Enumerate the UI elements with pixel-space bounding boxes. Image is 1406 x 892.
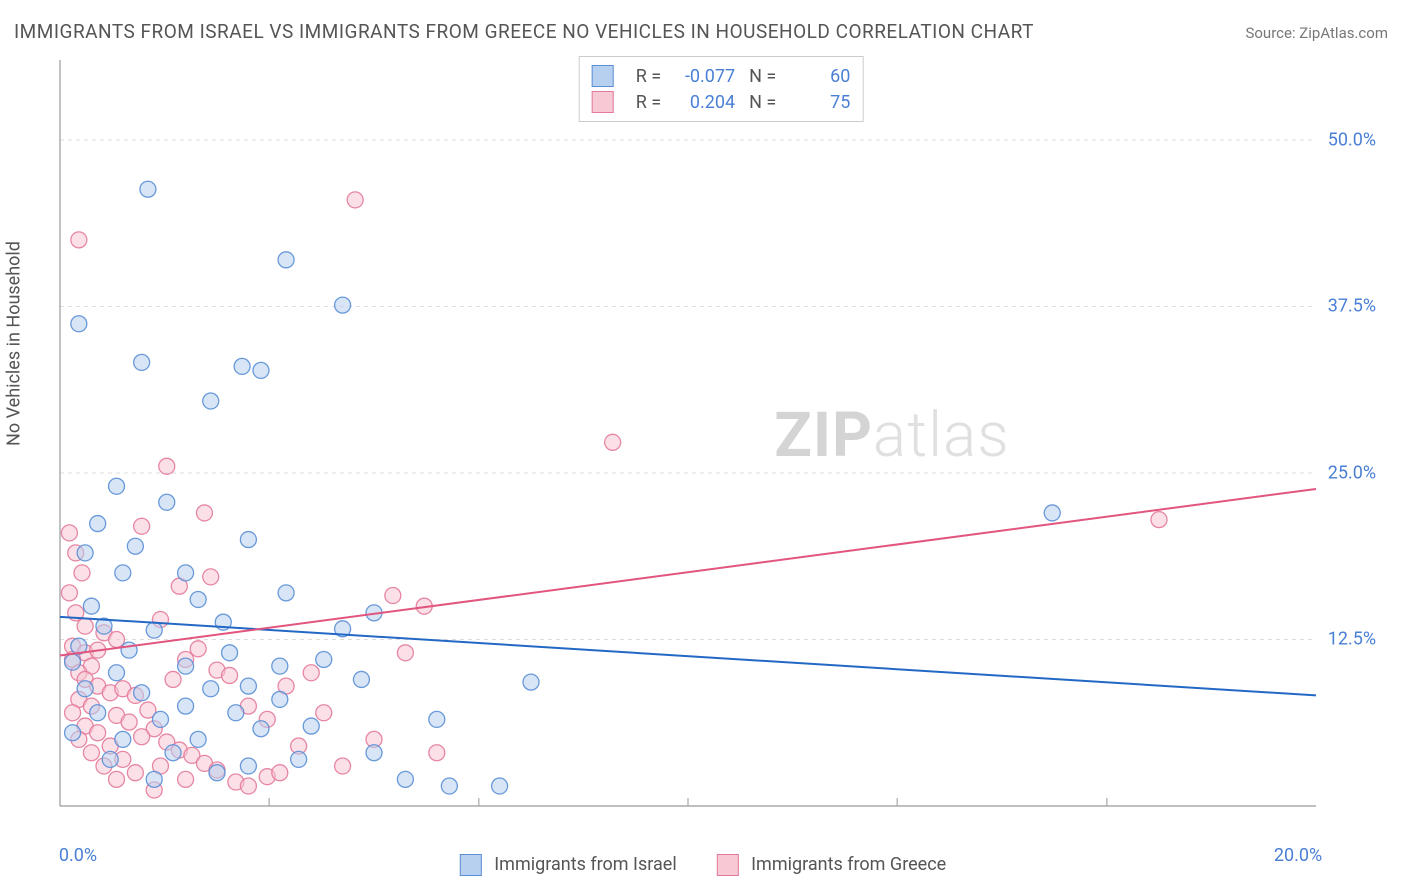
legend-row-israel: R = -0.077 N = 60 xyxy=(592,63,851,89)
swatch-israel xyxy=(592,65,614,87)
legend-label-israel: Immigrants from Israel xyxy=(494,854,676,875)
correlation-legend: R = -0.077 N = 60 R = 0.204 N = 75 xyxy=(579,56,864,122)
legend-label-greece: Immigrants from Greece xyxy=(751,854,946,875)
n-value-greece: 75 xyxy=(790,92,850,113)
y-tick-label: 37.5% xyxy=(1328,296,1376,317)
chart-canvas xyxy=(56,56,1386,836)
swatch-israel-icon xyxy=(460,854,482,876)
legend-item-greece: Immigrants from Greece xyxy=(717,854,947,876)
n-label: N = xyxy=(749,66,776,87)
y-tick-label: 12.5% xyxy=(1328,629,1376,650)
swatch-greece xyxy=(592,91,614,113)
n-value-israel: 60 xyxy=(790,66,850,87)
y-tick-label: 25.0% xyxy=(1328,462,1376,483)
r-value-israel: -0.077 xyxy=(675,66,735,87)
swatch-greece-icon xyxy=(717,854,739,876)
r-label: R = xyxy=(636,66,661,87)
r-label: R = xyxy=(636,92,661,113)
legend-item-israel: Immigrants from Israel xyxy=(460,854,677,876)
r-value-greece: 0.204 xyxy=(675,92,735,113)
x-tick-label: 20.0% xyxy=(1274,845,1322,866)
chart-title: IMMIGRANTS FROM ISRAEL VS IMMIGRANTS FRO… xyxy=(14,20,1034,43)
source-attribution: Source: ZipAtlas.com xyxy=(1245,24,1388,42)
y-tick-label: 50.0% xyxy=(1328,129,1376,150)
x-tick-label: 0.0% xyxy=(59,845,97,866)
legend-row-greece: R = 0.204 N = 75 xyxy=(592,89,851,115)
scatter-plot: R = -0.077 N = 60 R = 0.204 N = 75 ZIPat… xyxy=(56,56,1386,836)
y-axis-label: No Vehicles in Household xyxy=(4,241,25,446)
series-legend: Immigrants from Israel Immigrants from G… xyxy=(460,854,946,876)
n-label: N = xyxy=(749,92,776,113)
